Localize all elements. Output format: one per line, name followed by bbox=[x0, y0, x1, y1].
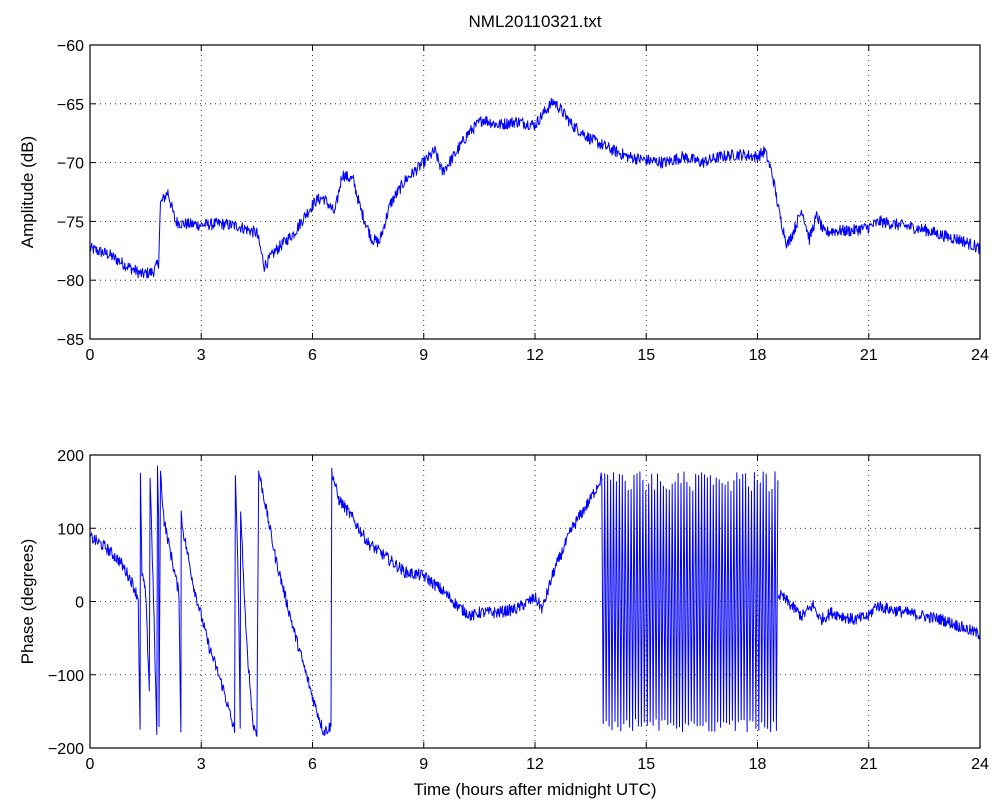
x-tick-label: 21 bbox=[860, 347, 878, 364]
y-tick-label: −100 bbox=[48, 668, 84, 685]
plot-frame bbox=[89, 44, 981, 340]
y-tick-label: −65 bbox=[57, 97, 84, 114]
y-tick-label: −60 bbox=[57, 38, 84, 55]
y-tick-label: −85 bbox=[57, 332, 84, 349]
x-tick-label: 15 bbox=[637, 347, 655, 364]
x-tick-label: 12 bbox=[526, 756, 544, 773]
x-tick-label: 12 bbox=[526, 347, 544, 364]
x-tick-label: 6 bbox=[308, 756, 317, 773]
phase-panel: 0 3 6 9 12 15 18 21 24 −200 −100 0 100 200 Phase (degr… bbox=[18, 448, 989, 799]
x-tick-label: 9 bbox=[419, 756, 428, 773]
x-tick-label: 3 bbox=[197, 347, 206, 364]
series-line bbox=[89, 465, 603, 737]
chart-title: NML20110321.txt bbox=[469, 12, 602, 31]
series-line bbox=[601, 471, 779, 733]
x-tick-label: 3 bbox=[197, 756, 206, 773]
y-tick-label: −75 bbox=[57, 214, 84, 231]
x-tick-label: 21 bbox=[860, 756, 878, 773]
x-tick-label: 15 bbox=[637, 756, 655, 773]
x-tick-label: 18 bbox=[749, 347, 767, 364]
x-tick-label: 24 bbox=[971, 756, 989, 773]
y-axis-label: Phase (degrees) bbox=[18, 539, 37, 665]
y-tick-label: −70 bbox=[57, 156, 84, 173]
x-tick-label: 24 bbox=[971, 347, 989, 364]
series-line bbox=[777, 589, 981, 640]
x-tick-label: 9 bbox=[419, 347, 428, 364]
x-tick-label: 0 bbox=[86, 347, 95, 364]
x-tick-label: 6 bbox=[308, 347, 317, 364]
x-tick-label: 0 bbox=[86, 756, 95, 773]
x-tick-label: 18 bbox=[749, 756, 767, 773]
y-tick-label: 200 bbox=[57, 448, 84, 465]
amplitude-panel: 0 3 6 9 12 15 18 21 24 −85 −80 −75 −70 −65 −60 NML20110… bbox=[18, 12, 989, 364]
x-axis-label: Time (hours after midnight UTC) bbox=[413, 780, 656, 799]
y-tick-label: 100 bbox=[57, 521, 84, 538]
y-axis-label: Amplitude (dB) bbox=[18, 136, 37, 248]
y-tick-label: 0 bbox=[75, 595, 84, 612]
y-tick-label: −80 bbox=[57, 273, 84, 290]
series-line bbox=[89, 97, 981, 279]
y-tick-label: −200 bbox=[48, 741, 84, 758]
